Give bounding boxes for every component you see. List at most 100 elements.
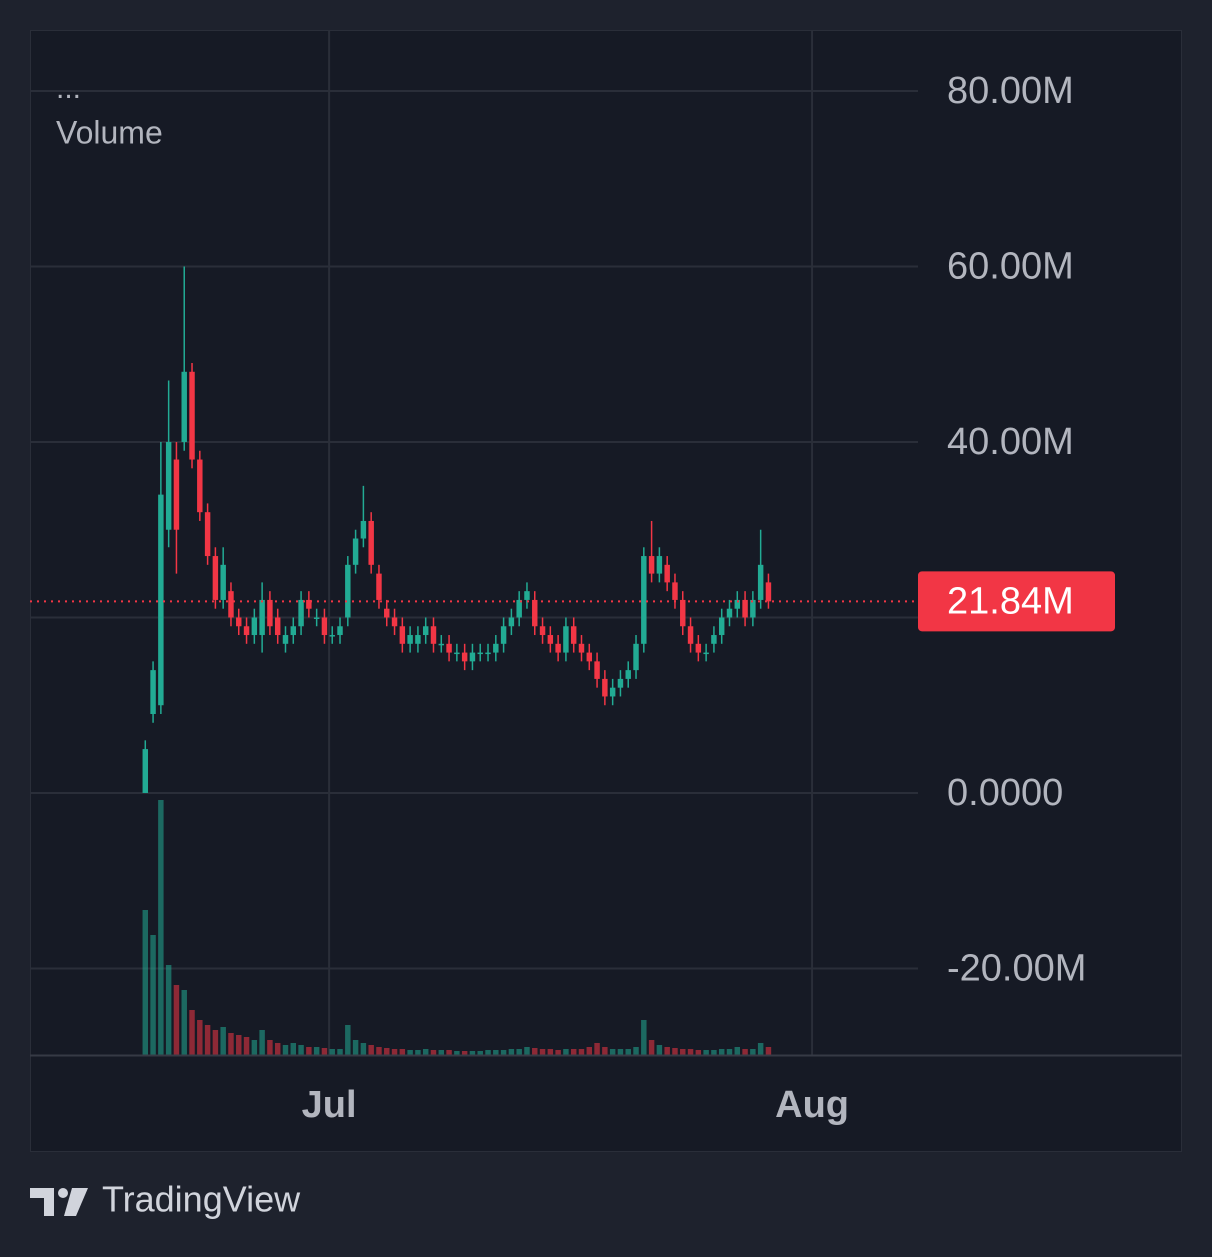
candle-body (672, 582, 678, 600)
candle-body (508, 617, 515, 627)
volume-bar (469, 1051, 476, 1055)
volume-bar (399, 1049, 406, 1055)
volume-bar (594, 1043, 600, 1055)
candle-body (243, 626, 250, 636)
candle-body (641, 556, 647, 644)
volume-bar (578, 1049, 585, 1055)
candle-body (555, 643, 561, 653)
candle-body (578, 643, 585, 653)
volume-bar (142, 910, 149, 1055)
volume-bar (711, 1050, 717, 1055)
volume-bar (376, 1047, 382, 1055)
candle-body (532, 599, 538, 627)
volume-bar (524, 1047, 530, 1055)
volume-bar (165, 965, 172, 1055)
legend-dots: ... (56, 72, 81, 105)
candle-body (345, 564, 351, 618)
volume-bar (617, 1049, 624, 1055)
volume-bar (360, 1043, 367, 1055)
candle-body (742, 599, 748, 618)
candle-body (430, 626, 437, 644)
volume-bar (555, 1050, 561, 1055)
candle-body (329, 635, 335, 637)
candle-body (454, 652, 460, 655)
candle-body (477, 652, 483, 655)
volume-bar (251, 1040, 258, 1055)
y-tick-label: 0.0000 (947, 772, 1063, 814)
volume-bar (765, 1047, 772, 1055)
volume-bar (236, 1035, 242, 1055)
volume-bar (243, 1037, 250, 1055)
candle-body (150, 670, 156, 715)
volume-bar (539, 1049, 546, 1055)
candle-body (516, 599, 522, 618)
candle-body (680, 599, 686, 627)
candle-body (282, 635, 289, 644)
volume-bar (633, 1047, 639, 1055)
candle-body (617, 678, 624, 688)
volume-bar (516, 1049, 522, 1055)
candle-body (734, 599, 741, 609)
candle-body (609, 687, 616, 697)
candle-body (594, 661, 600, 679)
candle-body (181, 371, 187, 442)
candle-body (446, 643, 452, 653)
volume-bar (422, 1049, 429, 1055)
volume-bar (259, 1030, 265, 1055)
y-tick-label: -20.00M (947, 948, 1086, 990)
volume-pane (142, 800, 772, 1055)
volume-bar (508, 1049, 515, 1055)
volume-bar (282, 1045, 289, 1055)
volume-bar (267, 1040, 273, 1055)
volume-bar (477, 1051, 483, 1055)
volume-bar (158, 800, 164, 1055)
candle-body (306, 599, 312, 609)
candle-body (625, 670, 631, 679)
candle-body (469, 652, 476, 662)
candle-body (602, 678, 608, 697)
volume-bar (391, 1049, 398, 1055)
volume-bar (664, 1047, 670, 1055)
candle-body (563, 626, 569, 653)
candle-body (204, 512, 211, 557)
candle-body (570, 626, 577, 644)
candle-body (158, 494, 164, 706)
volume-bar (641, 1020, 647, 1055)
candle-body (337, 626, 343, 636)
y-tick-label: 80.00M (947, 70, 1074, 112)
volume-bar (306, 1047, 312, 1055)
y-tick-label: 60.00M (947, 246, 1074, 288)
volume-bar (609, 1049, 616, 1055)
candle-body (220, 564, 226, 600)
volume-bar (563, 1049, 569, 1055)
candle-body (407, 635, 413, 644)
volume-bar (181, 990, 187, 1055)
volume-bar (648, 1040, 655, 1055)
volume-bar (672, 1048, 678, 1055)
candle-body (313, 617, 320, 619)
volume-bar (212, 1030, 219, 1055)
volume-bar (274, 1043, 281, 1055)
candle-body (664, 564, 670, 583)
candle-body (267, 599, 273, 627)
candle-body (493, 643, 499, 653)
volume-bar (750, 1049, 756, 1055)
candle-body (197, 459, 203, 513)
x-tick-label: Aug (775, 1084, 849, 1126)
volume-bar (345, 1025, 351, 1055)
candle-body (711, 635, 717, 644)
candle-body (228, 591, 234, 618)
volume-bar (532, 1048, 538, 1055)
volume-bar (485, 1050, 491, 1055)
volume-bar (446, 1050, 452, 1055)
candle-body (485, 652, 491, 655)
volume-bar (298, 1045, 304, 1055)
candle-body (165, 441, 172, 530)
volume-bar (150, 935, 156, 1055)
volume-bar (220, 1027, 226, 1055)
volume-bar (189, 1010, 195, 1055)
candle-body (274, 617, 281, 636)
volume-bar (656, 1045, 663, 1055)
volume-bar (493, 1050, 499, 1055)
